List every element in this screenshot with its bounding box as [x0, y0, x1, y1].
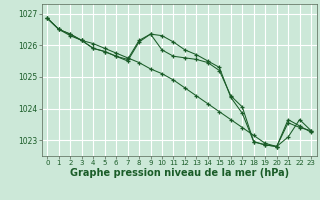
X-axis label: Graphe pression niveau de la mer (hPa): Graphe pression niveau de la mer (hPa) [70, 168, 289, 178]
